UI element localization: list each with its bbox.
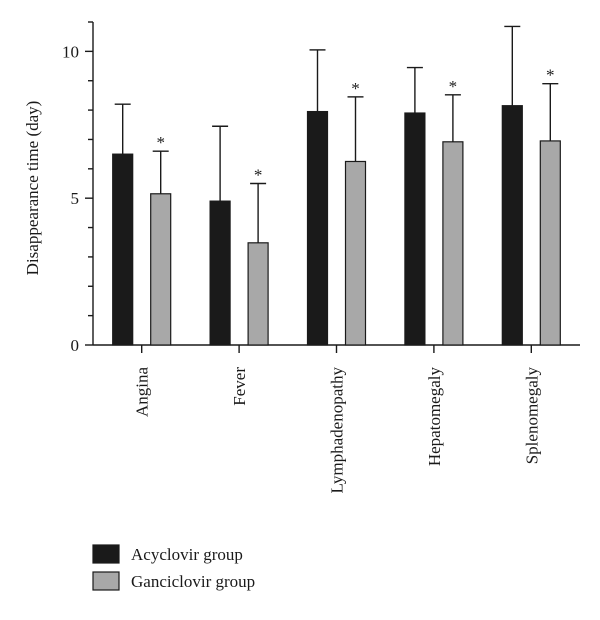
significance-marker: * [546,66,555,85]
bar-ganciclovir [247,242,269,346]
bar-acyclovir [112,153,134,346]
legend: Acyclovir group Ganciclovir group [92,544,255,591]
legend-label: Ganciclovir group [131,572,255,591]
legend-swatch-ganciclovir [92,571,120,591]
x-tick-label: Fever [230,367,249,406]
x-tick-label: Lymphadenopathy [328,367,347,494]
y-tick-label: 10 [62,42,79,61]
y-tick-label: 5 [71,189,80,208]
x-tick-label: Angina [133,367,152,418]
y-tick-label: 0 [71,336,80,355]
legend-swatch-acyclovir [92,544,120,564]
significance-marker: * [156,133,165,152]
bar-acyclovir [209,200,231,346]
significance-marker: * [254,166,263,185]
bar-acyclovir [404,112,426,346]
tick-labels: 0 5 10 * Angina * Fever * Lymphadenopathy * Hepato… [62,42,555,493]
significance-marker: * [449,77,458,96]
bar-acyclovir [501,105,523,346]
x-tick-label: Splenomegaly [522,367,541,465]
significance-marker: * [351,79,360,98]
bar-ganciclovir [344,160,367,346]
error-bars [114,25,559,243]
x-tick-label: Hepatomegaly [425,367,444,467]
legend-label: Acyclovir group [131,545,243,564]
bar-ganciclovir [539,140,561,346]
y-axis-label: Disappearance time (day) [23,101,42,276]
bar-ganciclovir [150,193,172,346]
bar-acyclovir [306,110,329,346]
bar-ganciclovir [442,141,464,346]
bars [112,105,561,346]
axes [85,21,580,353]
